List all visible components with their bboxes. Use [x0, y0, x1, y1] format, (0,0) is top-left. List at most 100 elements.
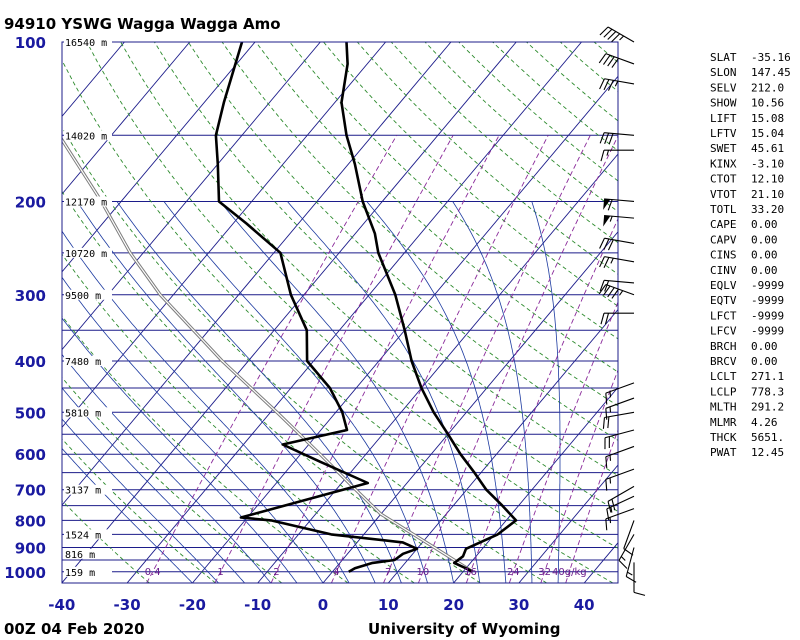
index-row: CINV 0.00: [710, 264, 778, 277]
index-value: 4.26: [751, 416, 778, 429]
wind-barb: [599, 26, 635, 43]
index-label: KINX: [710, 157, 737, 170]
wind-barb: [599, 279, 635, 292]
mixing-ratio-label: 16: [464, 567, 477, 578]
index-label: LCLT: [710, 370, 737, 383]
index-row: THCK 5651.: [710, 431, 784, 444]
temperature-line: [340, 42, 518, 573]
temperature-tick-label: 10: [378, 596, 399, 614]
index-row: EQTV -9999: [710, 294, 784, 307]
temperature-tick-label: 40: [574, 596, 595, 614]
mixing-ratio-label: 0.4: [145, 567, 161, 578]
isotherm-line: [0, 42, 59, 583]
index-value: 291.2: [751, 401, 784, 414]
height-label: 7480 m: [65, 357, 101, 368]
index-row: LCLT 271.1: [710, 370, 784, 383]
wind-barb: [618, 534, 635, 569]
index-row: PWAT 12.45: [710, 446, 784, 459]
wind-barb: [605, 445, 635, 469]
mixing-ratio-label: 2: [273, 567, 279, 578]
index-label: BRCV: [710, 355, 737, 368]
wind-barb: [598, 53, 635, 68]
height-label: 10720 m: [65, 249, 107, 260]
index-label: CAPV: [710, 233, 737, 246]
wind-barb: [603, 214, 635, 227]
temperature-tick-label: -10: [244, 596, 271, 614]
dry-adiabat: [221, 42, 618, 407]
index-value: -9999: [751, 279, 784, 292]
height-label-bg: [64, 196, 112, 207]
index-value: 212.0: [751, 81, 784, 94]
index-label: MLTH: [710, 401, 737, 414]
height-label-bg: [64, 355, 112, 366]
wind-barbs: [598, 26, 646, 596]
footer-source: University of Wyoming: [368, 620, 560, 638]
moist-adiabat: [76, 201, 376, 583]
index-value: -35.16: [751, 51, 791, 64]
height-label: 3137 m: [65, 486, 101, 497]
index-label: EQTV: [710, 294, 737, 307]
isotherm-line: [453, 386, 618, 583]
mixing-ratio-label: 32: [538, 567, 551, 578]
index-label: MLMR: [710, 416, 737, 429]
index-label: LFTV: [710, 127, 737, 140]
dry-adiabat: [390, 42, 618, 244]
index-value: 147.45: [751, 66, 791, 79]
height-label: 1524 m: [65, 530, 101, 541]
index-row: SHOW 10.56: [710, 97, 784, 110]
wind-barb: [633, 562, 646, 596]
index-value: 0.00: [751, 355, 778, 368]
pressure-tick-label: 800: [15, 512, 46, 530]
pressure-tick-label: 700: [15, 482, 46, 500]
height-label-bg: [64, 130, 112, 141]
moist-adiabat: [219, 201, 454, 583]
moist-adiabat: [62, 353, 272, 583]
moist-adiabat: [452, 201, 533, 583]
dry-adiabat: [62, 376, 283, 583]
plot-frame: [61, 41, 619, 584]
index-row: LFCV -9999: [710, 325, 784, 338]
mixing-ratio-line: [508, 301, 618, 583]
index-row: SLON 147.45: [710, 66, 791, 79]
chart-title: 94910 YSWG Wagga Wagga Amo: [4, 15, 281, 33]
stability-indices: SLAT -35.16 SLON 147.45 SELV 212.0 SHOW 10.56 LI…: [710, 51, 791, 459]
mixing-ratio-line: [540, 369, 618, 583]
index-label: CAPE: [710, 218, 737, 231]
index-value: 33.20: [751, 203, 784, 216]
wind-barb: [599, 256, 635, 268]
index-row: LFCT -9999: [710, 309, 784, 322]
wind-barb: [605, 508, 635, 531]
index-value: 5651.: [751, 431, 784, 444]
index-label: EQLV: [710, 279, 737, 292]
index-label: TOTL: [710, 203, 737, 216]
wind-barb: [605, 397, 635, 420]
wind-barb: [625, 547, 637, 583]
dry-adiabat: [62, 253, 415, 583]
isotherm-line: [192, 75, 618, 583]
height-label: 14020 m: [65, 131, 107, 142]
wind-barb: [605, 468, 635, 491]
index-row: VTOT 21.10: [710, 188, 784, 201]
dry-adiabat: [62, 315, 349, 583]
dewpoint-line: [214, 42, 419, 573]
index-row: SLAT -35.16: [710, 51, 791, 64]
index-value: 0.00: [751, 233, 778, 246]
height-label: 159 m: [65, 568, 95, 579]
isotherm-line: [62, 42, 321, 351]
index-value: 0.00: [751, 264, 778, 277]
index-value: -9999: [751, 325, 784, 338]
height-label-bg: [64, 289, 112, 300]
footer-time: 00Z 04 Feb 2020: [4, 620, 145, 638]
wind-barb: [599, 78, 635, 91]
index-value: 12.45: [751, 446, 784, 459]
dry-adiabat: [62, 59, 614, 583]
index-row: SWET 45.61: [710, 142, 784, 155]
moist-adiabat: [62, 447, 193, 583]
index-value: 0.00: [751, 249, 778, 262]
pressure-tick-label: 500: [15, 404, 46, 422]
sounding-profiles: [62, 42, 518, 574]
index-value: 0.00: [751, 218, 778, 231]
index-value: 778.3: [751, 385, 784, 398]
height-label: 16540 m: [65, 38, 107, 49]
index-value: -9999: [751, 294, 784, 307]
